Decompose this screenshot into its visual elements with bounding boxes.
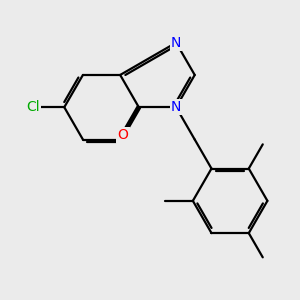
Text: N: N — [171, 100, 181, 114]
Text: O: O — [118, 128, 128, 142]
Text: N: N — [171, 36, 181, 50]
Text: Cl: Cl — [26, 100, 39, 114]
